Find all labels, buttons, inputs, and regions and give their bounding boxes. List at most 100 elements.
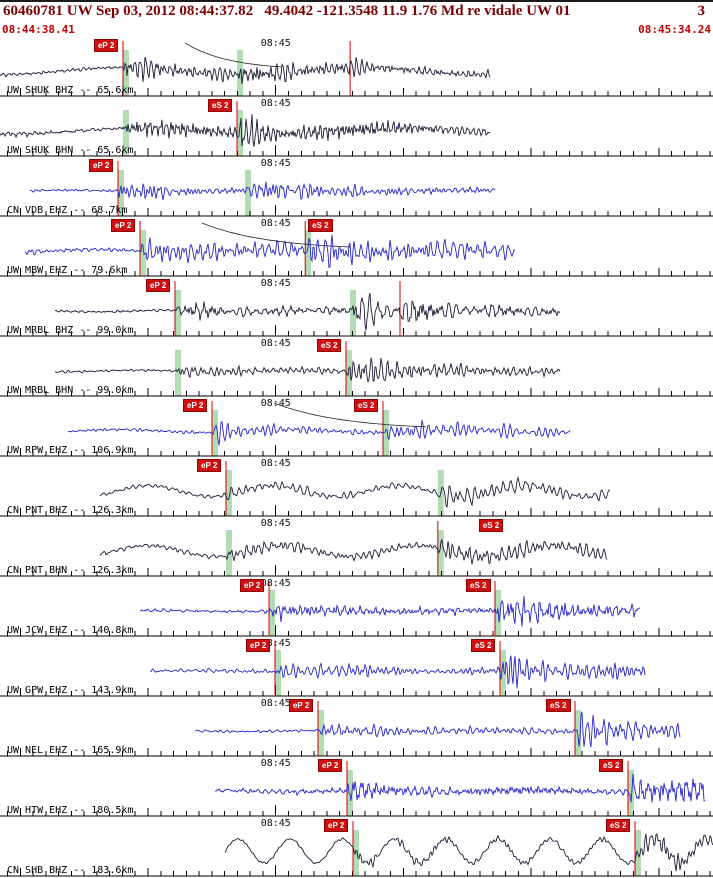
pick-uncertainty-band[interactable] (347, 770, 353, 816)
waveform[interactable] (139, 596, 641, 627)
minute-time-label: 08:45 (260, 638, 291, 649)
trace-canvas[interactable] (0, 818, 713, 878)
minute-time-label: 08:45 (260, 218, 291, 229)
p-pick-label[interactable]: eP 2 (288, 699, 314, 712)
p-pick-label[interactable]: eP 2 (318, 759, 343, 772)
s-pick-label[interactable]: eS 2 (471, 639, 496, 652)
trace-panel-shb-bhz[interactable]: 08:45 eP 2 eS 2 CN SHB BHZ -- 183.6km (0, 818, 713, 878)
pick-uncertainty-band[interactable] (245, 170, 251, 216)
trace-panel-mrbl-bhz[interactable]: 08:45 eP 2 UW MRBL BHZ -- 99.0km (0, 278, 713, 338)
trace-panel-mbw-ehz[interactable]: 08:45 eP 2 eS 2 UW MBW EHZ -- 79.6km (0, 218, 713, 278)
pick-uncertainty-band[interactable] (118, 170, 124, 216)
trace-panel-vdb-ehz[interactable]: 08:45 eP 2 CN VDB EHZ -- 68.7km (0, 158, 713, 218)
trace-canvas[interactable] (0, 458, 713, 518)
trace-canvas[interactable] (0, 278, 713, 338)
trace-canvas[interactable] (0, 218, 713, 278)
pick-uncertainty-band[interactable] (175, 350, 181, 396)
pick-uncertainty-band[interactable] (350, 290, 356, 336)
trace-canvas[interactable] (0, 758, 713, 818)
s-pick-label[interactable]: eS 2 (466, 579, 491, 592)
s-pick-label[interactable]: eS 2 (546, 699, 571, 712)
pick-uncertainty-band[interactable] (275, 650, 281, 696)
p-pick-label[interactable]: eP 2 (183, 399, 208, 412)
trace-canvas[interactable] (0, 98, 713, 158)
pick-uncertainty-band[interactable] (500, 650, 506, 696)
p-pick-label[interactable]: eP 2 (197, 459, 222, 472)
pick-uncertainty-band[interactable] (237, 110, 243, 156)
s-pick-label[interactable]: eS 2 (208, 99, 233, 112)
pick-uncertainty-band[interactable] (226, 470, 232, 516)
pick-uncertainty-band[interactable] (175, 290, 181, 336)
trace-panel-nel-ehz[interactable]: 08:45 eP 2 eS 2 UW NEL EHZ -- 165.9km (0, 698, 713, 758)
trace-canvas[interactable] (0, 698, 713, 758)
waveform[interactable] (224, 833, 713, 872)
window-end-time: 08:45:34.24 (638, 23, 711, 36)
pick-uncertainty-band[interactable] (346, 350, 352, 396)
pick-uncertainty-band[interactable] (123, 110, 129, 156)
waveform[interactable] (54, 292, 561, 331)
s-pick-label[interactable]: eS 2 (478, 519, 504, 532)
time-axis (0, 505, 713, 517)
trace-canvas[interactable] (0, 578, 713, 638)
waveform[interactable] (214, 773, 705, 803)
time-axis (0, 445, 713, 457)
waveform[interactable] (149, 655, 646, 689)
trace-canvas[interactable] (0, 338, 713, 398)
waveform[interactable] (68, 420, 571, 446)
s-pick-label[interactable]: eS 2 (599, 759, 624, 772)
waveform[interactable] (24, 234, 516, 269)
pick-uncertainty-band[interactable] (437, 530, 444, 576)
time-axis (0, 685, 713, 697)
waveform[interactable] (99, 538, 608, 565)
time-axis (0, 865, 713, 877)
trace-panel-shuk-bhn[interactable]: 08:45 eS 2 UW SHUK BHN -- 65.6km (0, 98, 713, 158)
waveform[interactable] (29, 181, 496, 201)
waveform[interactable] (54, 357, 561, 383)
time-axis (0, 325, 713, 337)
pick-uncertainty-band[interactable] (305, 230, 312, 276)
minute-time-label: 08:45 (260, 518, 291, 529)
trace-panel-pnt-bhz[interactable]: 08:45 eP 2 CN PNT BHZ -- 126.3km (0, 458, 713, 518)
minute-time-label: 08:45 (260, 758, 291, 769)
s-pick-label[interactable]: eS 2 (308, 219, 333, 232)
p-pick-label[interactable]: eP 2 (240, 579, 265, 592)
p-pick-label[interactable]: eP 2 (89, 159, 114, 172)
waveform[interactable] (99, 476, 611, 508)
p-pick-label[interactable]: eP 2 (324, 819, 349, 832)
p-pick-label[interactable]: eP 2 (111, 219, 136, 232)
pick-uncertainty-band[interactable] (383, 410, 389, 456)
waveform[interactable] (0, 56, 491, 84)
trace-canvas[interactable] (0, 398, 713, 458)
trace-panel-htw-ehz[interactable]: 08:45 eP 2 eS 2 UW HTW EHZ -- 180.5km (0, 758, 713, 818)
waveform[interactable] (194, 711, 681, 748)
trace-panel-mrbl-bhn[interactable]: 08:45 eS 2 UW MRBL BHN -- 99.0km (0, 338, 713, 398)
trace-canvas[interactable] (0, 158, 713, 218)
pick-uncertainty-band[interactable] (628, 770, 634, 816)
pick-uncertainty-band[interactable] (575, 710, 581, 756)
trace-canvas[interactable] (0, 638, 713, 698)
trace-canvas[interactable] (0, 518, 713, 578)
p-pick-label[interactable]: eP 2 (146, 279, 171, 292)
coda-decay-curve (273, 402, 427, 428)
trace-canvas[interactable] (0, 38, 713, 98)
s-pick-label[interactable]: eS 2 (317, 339, 342, 352)
trace-panel-gpw-ehz[interactable]: 08:45 eP 2 eS 2 UW GPW EHZ -- 143.9km (0, 638, 713, 698)
time-axis (0, 745, 713, 757)
pick-uncertainty-band[interactable] (123, 50, 129, 96)
s-pick-label[interactable]: eS 2 (354, 399, 379, 412)
pick-uncertainty-band[interactable] (212, 410, 218, 456)
trace-panel-shuk-bhz[interactable]: 08:45 eP 2 UW SHUK BHZ -- 65.6km (0, 38, 713, 98)
station-label: UW MRBL BHN -- 99.0km (7, 385, 134, 396)
pick-uncertainty-band[interactable] (353, 830, 359, 876)
pick-uncertainty-band[interactable] (140, 230, 146, 276)
station-label: UW SHUK BHN -- 65.6km (7, 145, 134, 156)
s-pick-label[interactable]: eS 2 (605, 819, 631, 832)
station-label: CN SHB BHZ -- 183.6km (7, 865, 134, 876)
waveform[interactable] (0, 113, 491, 147)
p-pick-label[interactable]: eP 2 (246, 639, 271, 652)
p-pick-label[interactable]: eP 2 (93, 39, 119, 52)
minute-time-label: 08:45 (260, 38, 291, 49)
trace-panel-rpw-ehz[interactable]: 08:45 eP 2 eS 2 UW RPW EHZ -- 106.9km (0, 398, 713, 458)
trace-panel-jcw-ehz[interactable]: 08:45 eP 2 eS 2 UW JCW EHZ -- 140.8km (0, 578, 713, 638)
trace-panel-pnt-bhn[interactable]: 08:45 eS 2 CN PNT BHN -- 126.3km (0, 518, 713, 578)
